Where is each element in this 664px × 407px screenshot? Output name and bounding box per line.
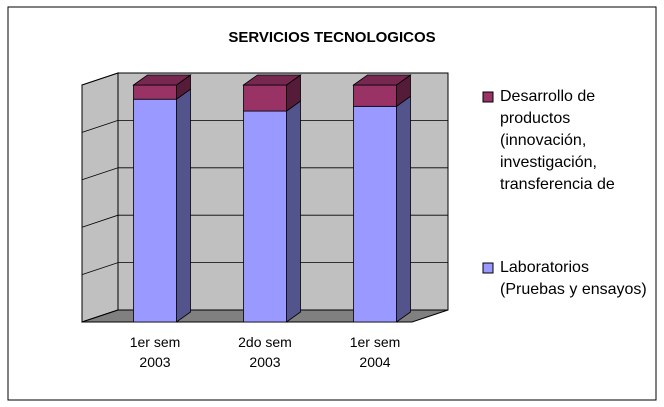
legend-label: Desarrollo de productos (innovación, inv… — [500, 88, 615, 193]
grid-line — [81, 214, 448, 228]
grid-line — [81, 120, 448, 133]
bar — [353, 105, 397, 323]
x-tick-label: 1er sem 2004 — [349, 334, 401, 370]
bar-top — [352, 74, 412, 86]
bar-side — [286, 100, 301, 323]
grid-line — [81, 309, 448, 323]
chart-title: SERVICIOS TECNOLOGICOS — [228, 29, 436, 46]
bar-side — [396, 95, 411, 323]
grid-line — [81, 72, 448, 86]
legend-swatch — [482, 91, 494, 103]
bar — [243, 110, 287, 323]
side-wall — [81, 72, 119, 323]
grid-line — [81, 167, 448, 181]
x-tick-label: 1er sem 2003 — [129, 334, 181, 370]
bar-side — [176, 88, 191, 323]
bar — [133, 84, 177, 100]
legend-label: Laboratorios (Pruebas y ensayos) — [500, 259, 647, 298]
bar — [353, 84, 397, 107]
grid-line — [81, 262, 448, 275]
bar — [243, 84, 287, 112]
x-tick-label: 2do sem 2003 — [238, 334, 292, 370]
bar-top — [242, 74, 302, 86]
bar — [133, 98, 177, 323]
legend-swatch — [482, 262, 494, 274]
bar-top — [132, 74, 192, 86]
